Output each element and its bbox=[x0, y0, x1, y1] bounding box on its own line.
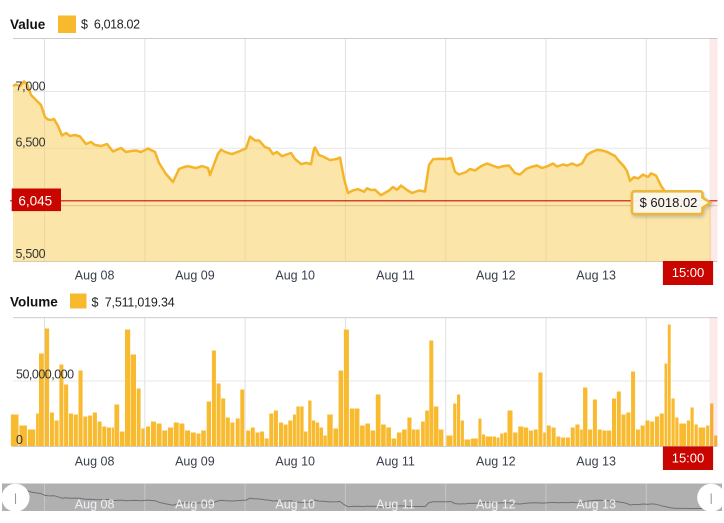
svg-text:6,045: 6,045 bbox=[18, 193, 52, 208]
svg-text:Aug 10: Aug 10 bbox=[275, 498, 315, 512]
svg-text:Aug 12: Aug 12 bbox=[476, 454, 516, 468]
svg-text:15:00: 15:00 bbox=[672, 265, 705, 280]
svg-text:Aug 10: Aug 10 bbox=[275, 269, 315, 283]
svg-text:$ 6,018.02: $ 6,018.02 bbox=[81, 18, 140, 32]
svg-text:Aug 13: Aug 13 bbox=[576, 498, 616, 512]
svg-text:Aug 12: Aug 12 bbox=[476, 269, 516, 283]
svg-text:50,000,000: 50,000,000 bbox=[16, 367, 74, 381]
svg-text:Aug 13: Aug 13 bbox=[576, 454, 616, 468]
svg-text:5,500: 5,500 bbox=[16, 247, 46, 261]
svg-text:Aug 08: Aug 08 bbox=[75, 454, 115, 468]
svg-text:Aug 10: Aug 10 bbox=[275, 454, 315, 468]
svg-text:7,000: 7,000 bbox=[16, 80, 46, 94]
svg-text:Aug 09: Aug 09 bbox=[175, 498, 215, 512]
svg-text:Aug 11: Aug 11 bbox=[376, 498, 415, 512]
svg-text:0: 0 bbox=[16, 433, 23, 447]
svg-text:Aug 08: Aug 08 bbox=[75, 269, 115, 283]
svg-text:Aug 11: Aug 11 bbox=[376, 454, 415, 468]
svg-text:6,500: 6,500 bbox=[16, 136, 46, 150]
svg-text:Aug 12: Aug 12 bbox=[476, 498, 516, 512]
svg-text:Value: Value bbox=[10, 17, 46, 32]
svg-text:Aug 11: Aug 11 bbox=[376, 269, 415, 283]
svg-text:Aug 09: Aug 09 bbox=[175, 454, 215, 468]
svg-text:Aug 09: Aug 09 bbox=[175, 269, 215, 283]
svg-text:Aug 13: Aug 13 bbox=[576, 269, 616, 283]
svg-text:$ 6018.02: $ 6018.02 bbox=[640, 195, 698, 210]
svg-text:Volume: Volume bbox=[10, 295, 58, 310]
svg-text:Aug 08: Aug 08 bbox=[75, 498, 115, 512]
svg-text:15:00: 15:00 bbox=[672, 450, 705, 465]
svg-text:$ 7,511,019.34: $ 7,511,019.34 bbox=[92, 296, 175, 310]
